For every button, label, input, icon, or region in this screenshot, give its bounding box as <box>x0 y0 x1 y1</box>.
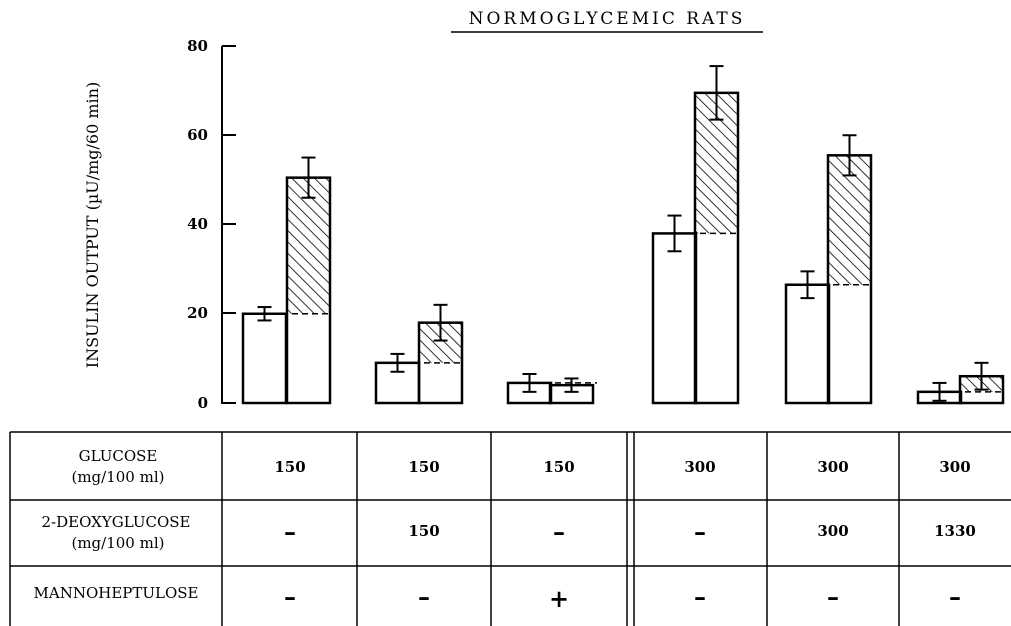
table-cell: – <box>827 582 839 611</box>
table-cell: – <box>284 517 296 546</box>
row-header-glucose-line1: GLUCOSE <box>79 447 158 465</box>
row-header-deoxyglucose-line2: (mg/100 ml) <box>71 534 164 552</box>
table-cell: 300 <box>939 458 970 476</box>
table-cell: 300 <box>817 458 848 476</box>
row-header-deoxyglucose-line1: 2-DEOXYGLUCOSE <box>42 513 191 531</box>
table-cell: – <box>949 582 961 611</box>
table-cell: 150 <box>408 522 439 540</box>
y-tick-label: 80 <box>187 37 208 55</box>
table-cell: 150 <box>543 458 574 476</box>
table-cell: – <box>694 517 706 546</box>
y-tick-label: 0 <box>198 394 208 412</box>
row-header-glucose-line2: (mg/100 ml) <box>71 468 164 486</box>
table-cell: 300 <box>684 458 715 476</box>
bar <box>241 312 288 405</box>
bar-increment-hatch <box>828 155 871 285</box>
y-axis-label: INSULIN OUTPUT (µU/mg/60 min) <box>83 82 102 368</box>
y-tick-label: 20 <box>187 304 208 322</box>
table-cell: 150 <box>274 458 305 476</box>
table-cell: – <box>284 582 296 611</box>
table-cell: – <box>553 517 565 546</box>
table-cell: 1330 <box>934 522 976 540</box>
row-header-mannoheptulose: MANNOHEPTULOSE <box>34 584 199 602</box>
bars-group <box>241 65 1005 405</box>
table-cell: 300 <box>817 522 848 540</box>
chart-title: NORMOGLYCEMIC RATS <box>469 9 746 29</box>
y-ticks: 80 60 40 20 0 <box>187 37 236 412</box>
y-tick-label: 60 <box>187 126 208 144</box>
y-tick-label: 40 <box>187 215 208 233</box>
bar-increment-hatch <box>287 177 330 314</box>
bar <box>651 232 698 405</box>
bar <box>784 283 831 405</box>
table-cell: 150 <box>408 458 439 476</box>
table-cell: + <box>549 584 569 613</box>
conditions-table: GLUCOSE (mg/100 ml) 2-DEOXYGLUCOSE (mg/1… <box>9 431 1011 626</box>
table-cell: – <box>694 582 706 611</box>
table-cell: – <box>418 582 430 611</box>
